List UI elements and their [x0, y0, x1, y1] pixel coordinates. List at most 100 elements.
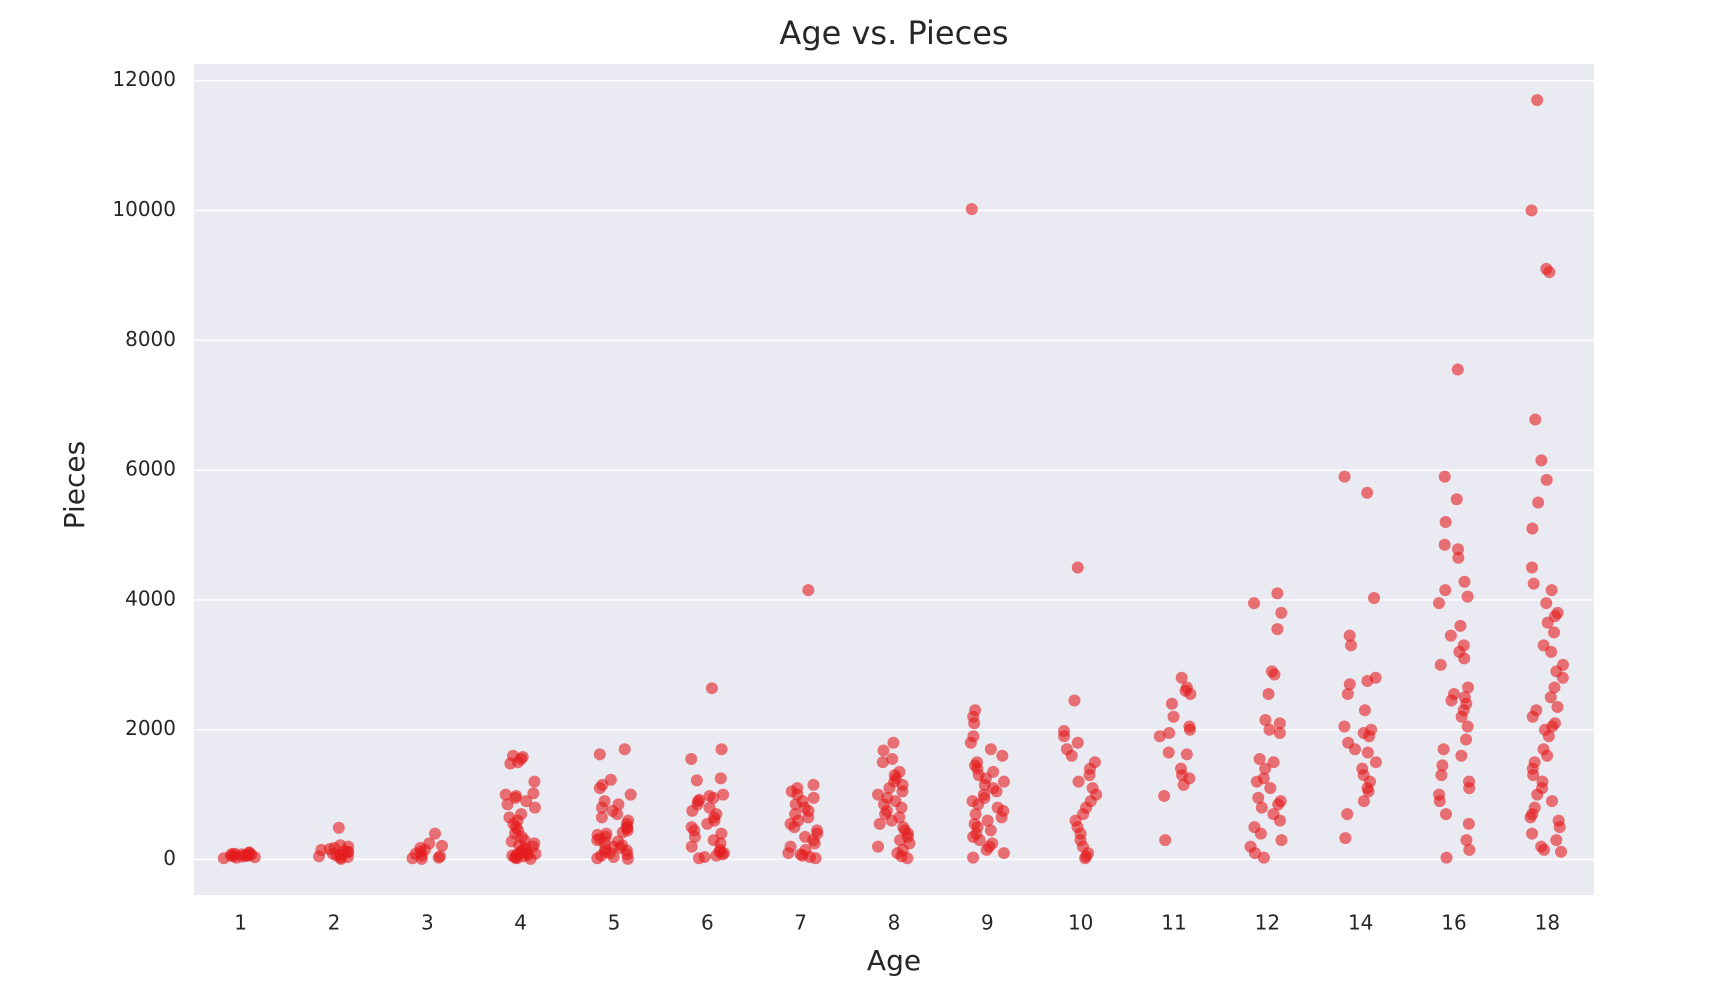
data-point [688, 830, 701, 843]
data-point [624, 788, 637, 801]
data-point [997, 775, 1010, 788]
data-point [1338, 470, 1351, 483]
data-point [406, 852, 419, 865]
data-point [618, 743, 631, 756]
data-point [1162, 746, 1175, 759]
data-point [1259, 762, 1272, 775]
data-point [434, 850, 447, 863]
data-point [1555, 845, 1568, 858]
data-point [414, 841, 427, 854]
data-point [808, 837, 821, 850]
data-point [1529, 413, 1542, 426]
data-point [230, 851, 243, 864]
data-point [499, 788, 512, 801]
data-point [596, 801, 609, 814]
data-point [996, 749, 1009, 762]
data-point [1248, 597, 1261, 610]
data-point [423, 837, 436, 850]
data-point [1454, 619, 1467, 632]
data-point [686, 804, 699, 817]
data-point [1259, 713, 1272, 726]
data-point [1254, 827, 1267, 840]
data-point [1527, 769, 1540, 782]
x-axis-label: Age [867, 944, 921, 977]
data-point [1444, 629, 1457, 642]
data-point [782, 847, 795, 860]
data-point [968, 717, 981, 730]
x-tick-label: 3 [421, 911, 434, 935]
data-point [995, 811, 1008, 824]
data-point [593, 782, 606, 795]
data-point [692, 852, 705, 865]
data-point [511, 852, 524, 865]
data-point [1462, 817, 1475, 830]
data-point [876, 756, 889, 769]
x-tick-label: 1 [234, 911, 247, 935]
data-point [595, 811, 608, 824]
data-point [1275, 606, 1288, 619]
data-point [1556, 671, 1569, 684]
data-point [1455, 710, 1468, 723]
data-point [504, 757, 517, 770]
data-point [1071, 561, 1084, 574]
y-tick-label: 6000 [125, 457, 176, 481]
data-point [980, 843, 993, 856]
data-point [528, 801, 541, 814]
data-point [1542, 730, 1555, 743]
data-point [1452, 551, 1465, 564]
data-point [1439, 516, 1452, 529]
x-tick-label: 11 [1161, 911, 1186, 935]
y-tick-label: 0 [163, 846, 176, 870]
data-point [872, 840, 885, 853]
x-tick-label: 18 [1535, 911, 1560, 935]
data-point [593, 748, 606, 761]
data-point [1526, 522, 1539, 535]
data-point [1339, 832, 1352, 845]
data-point [972, 798, 985, 811]
data-point [802, 811, 815, 824]
data-point [1079, 852, 1092, 865]
data-point [807, 791, 820, 804]
data-point [1455, 749, 1468, 762]
data-point [1553, 821, 1566, 834]
data-point [524, 852, 537, 865]
data-point [1544, 691, 1557, 704]
data-point [611, 808, 624, 821]
data-point [1540, 473, 1553, 486]
data-point [616, 826, 629, 839]
data-point [1438, 538, 1451, 551]
data-point [981, 814, 994, 827]
data-point [1438, 470, 1451, 483]
data-point [1363, 730, 1376, 743]
data-point [1461, 590, 1474, 603]
data-point [528, 775, 541, 788]
data-point [1543, 266, 1556, 279]
data-point [1262, 688, 1275, 701]
x-tick-label: 9 [981, 911, 994, 935]
data-point [984, 743, 997, 756]
data-point [1272, 798, 1285, 811]
data-point [1361, 746, 1374, 759]
data-point [1434, 658, 1447, 671]
data-point [591, 852, 604, 865]
data-point [973, 834, 986, 847]
data-point [707, 791, 720, 804]
data-point [1526, 561, 1539, 574]
data-point [807, 778, 820, 791]
data-point [1451, 363, 1464, 376]
data-point [1545, 584, 1558, 597]
data-point [1344, 639, 1357, 652]
data-point [436, 839, 449, 852]
data-point [1548, 626, 1561, 639]
data-point [1271, 587, 1284, 600]
data-point [1068, 694, 1081, 707]
x-tick-label: 8 [888, 911, 901, 935]
data-point [1541, 749, 1554, 762]
data-point [1546, 795, 1559, 808]
data-point [965, 203, 978, 216]
data-point [705, 682, 718, 695]
data-point [607, 850, 620, 863]
data-point [1540, 597, 1553, 610]
data-point [1525, 204, 1538, 217]
